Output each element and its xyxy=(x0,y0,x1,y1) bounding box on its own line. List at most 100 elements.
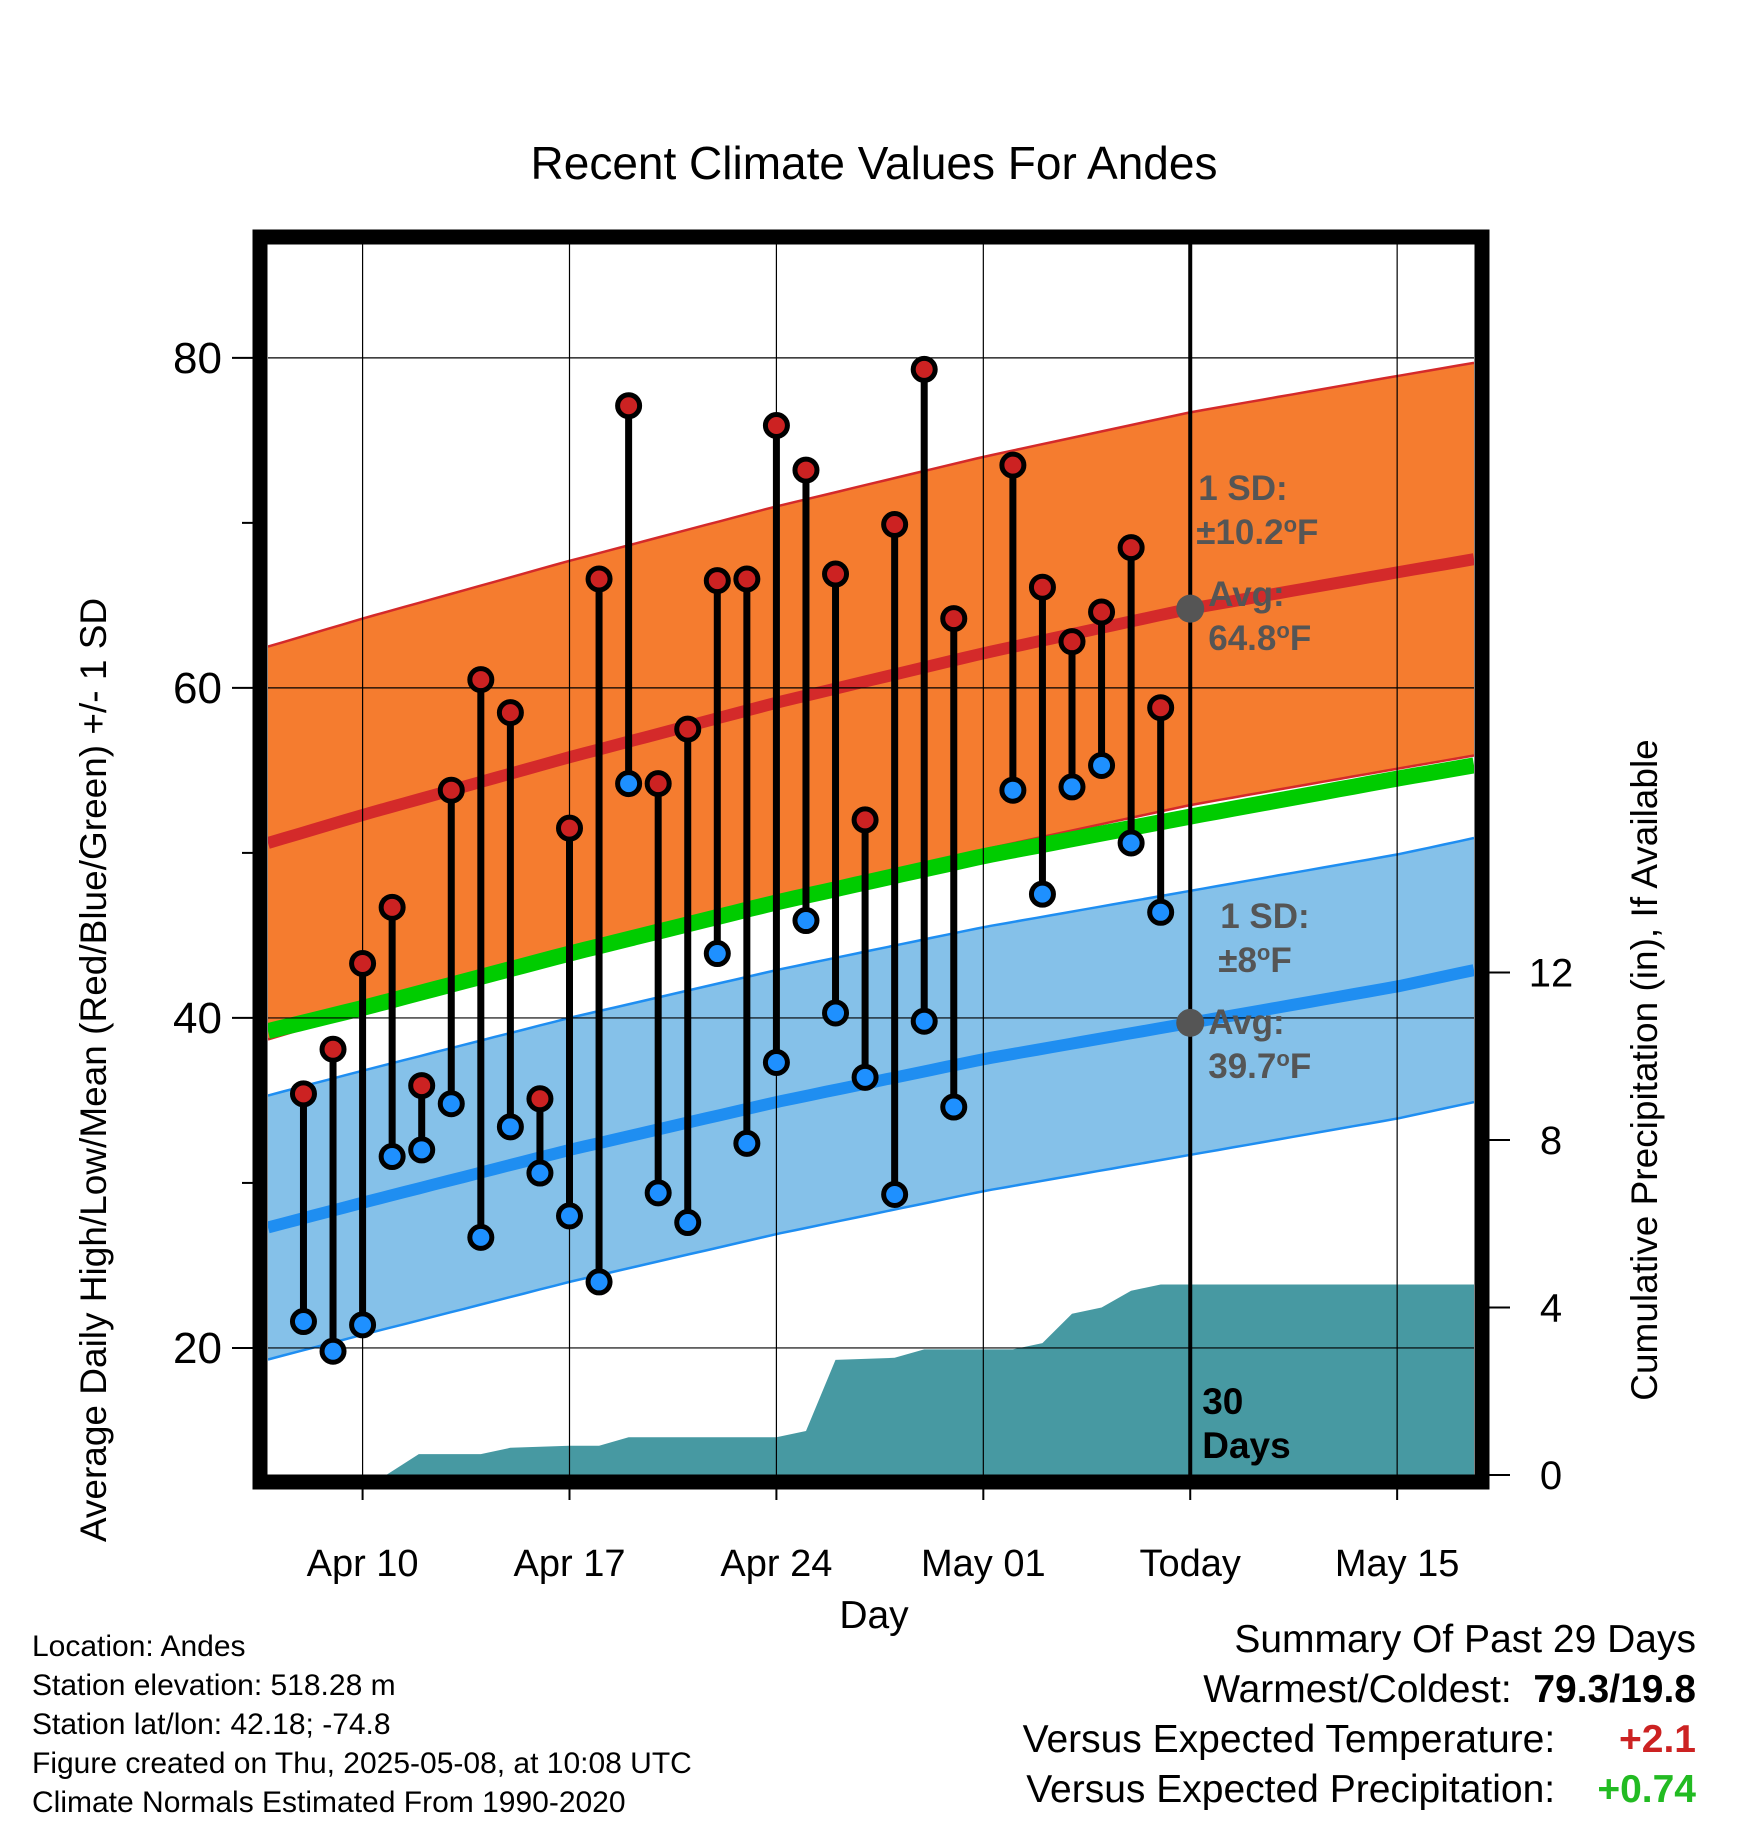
daily-low-point xyxy=(585,1268,613,1296)
daily-low-point xyxy=(999,776,1027,804)
high-sd-annotation: 1 SD: xyxy=(1198,469,1287,508)
daily-low-point xyxy=(1058,773,1086,801)
low-sd-annotation: 1 SD: xyxy=(1220,897,1309,936)
low-band-lower-edge xyxy=(268,1100,1474,1361)
high-avg-label: Avg: xyxy=(1208,575,1284,614)
daily-high-point xyxy=(703,567,731,595)
daily-low-point xyxy=(644,1179,672,1207)
daily-high-point xyxy=(585,565,613,593)
unit-f: F xyxy=(1290,1047,1311,1086)
x-axis-label: Day xyxy=(839,1594,909,1637)
daily-high-point xyxy=(496,699,524,727)
precip-value: +0.74 xyxy=(1597,1768,1696,1811)
warm-cold-label: Warmest/Coldest: xyxy=(1203,1668,1512,1711)
daily-high-point xyxy=(408,1072,436,1100)
low-band-upper-edge xyxy=(268,836,1474,1097)
daily-high-point xyxy=(556,814,583,842)
high-sd-value-annotation: ±10.2oF xyxy=(1196,512,1318,553)
low-sd-value-annotation: ±8oF xyxy=(1218,940,1292,981)
daily-high-point xyxy=(733,565,761,593)
daily-low-point xyxy=(881,1180,909,1208)
low-avg-value: 39.7 xyxy=(1208,1047,1276,1086)
daily-low-point xyxy=(615,770,643,798)
daily-high-point xyxy=(644,770,672,798)
daily-low-point xyxy=(556,1202,583,1230)
y-axis-label-right: Cumulative Precipitation (in), If Availa… xyxy=(1624,739,1665,1401)
summary-temp: Versus Expected Temperature: +2.1 xyxy=(1023,1715,1696,1765)
summary-precip: Versus Expected Precipitation: +0.74 xyxy=(1023,1765,1696,1815)
deg-symbol: o xyxy=(1257,940,1270,965)
x-tick-label: May 01 xyxy=(921,1543,1046,1585)
deg-symbol: o xyxy=(1276,1046,1289,1071)
daily-low-point xyxy=(792,907,820,935)
unit-f: F xyxy=(1290,619,1311,658)
y-left-tick-label: 20 xyxy=(173,1324,222,1373)
low-avg-value-annotation: 39.7oF xyxy=(1208,1046,1311,1087)
high-avg-value-annotation: 64.8oF xyxy=(1208,618,1311,659)
daily-high-point xyxy=(437,776,465,804)
high-sd-label: 1 SD: xyxy=(1198,469,1287,508)
y-right-tick-label: 0 xyxy=(1540,1454,1562,1498)
daily-low-point xyxy=(496,1113,524,1141)
daily-high-point xyxy=(526,1085,554,1113)
y-left-tick-label: 40 xyxy=(173,994,222,1043)
plot-frame xyxy=(252,229,1490,1490)
deg-symbol: o xyxy=(1284,512,1297,537)
high-avg-annotation: Avg: xyxy=(1208,575,1284,614)
daily-high-point xyxy=(822,560,850,588)
daily-low-point xyxy=(437,1090,465,1118)
station-info: Location: Andes Station elevation: 518.2… xyxy=(32,1627,692,1822)
deg-symbol: o xyxy=(1276,618,1289,643)
x-tick-label: Apr 17 xyxy=(514,1543,626,1585)
x-tick-label: May 15 xyxy=(1335,1543,1460,1585)
unit-f: F xyxy=(1270,941,1291,980)
normal-high-line xyxy=(268,553,1474,849)
daily-high-point xyxy=(762,412,790,440)
daily-low-point xyxy=(910,1007,938,1035)
x-tick-label: Apr 24 xyxy=(720,1543,832,1585)
plot-content xyxy=(268,244,1474,1475)
summary-heading: Summary Of Past 29 Days xyxy=(1234,1618,1696,1661)
normals-text: Climate Normals Estimated From 1990-2020 xyxy=(32,1786,626,1819)
high-avg-value: 64.8 xyxy=(1208,619,1276,658)
daily-high-point xyxy=(851,806,879,834)
elevation-text: Station elevation: 518.28 m xyxy=(32,1669,396,1702)
low-avg-annotation: Avg: xyxy=(1208,1003,1284,1042)
daily-high-point xyxy=(1058,628,1086,656)
daily-high-point xyxy=(378,893,406,921)
daily-high-point xyxy=(1117,534,1145,562)
daily-high-point xyxy=(349,949,377,977)
y-left-tick-label: 80 xyxy=(173,334,222,383)
daily-high-point xyxy=(467,666,495,694)
daily-low-point xyxy=(822,999,850,1027)
daily-low-point xyxy=(733,1129,761,1157)
daily-low-point xyxy=(1117,829,1145,857)
created-text: Figure created on Thu, 2025-05-08, at 10… xyxy=(32,1747,692,1780)
summary-panel: Summary Of Past 29 Days Warmest/Coldest:… xyxy=(1023,1615,1696,1815)
days-word-label: Days xyxy=(1202,1425,1290,1466)
summary-warm-cold: Warmest/Coldest: 79.3/19.8 xyxy=(1023,1665,1696,1715)
daily-high-point xyxy=(881,511,909,539)
daily-high-point xyxy=(1147,694,1175,722)
daily-high-point xyxy=(674,715,702,743)
daily-high-point xyxy=(999,451,1027,479)
high-band-upper-edge xyxy=(268,361,1474,648)
daily-low-point xyxy=(467,1223,495,1251)
daily-high-point xyxy=(1028,573,1056,601)
x-tick-label: Apr 10 xyxy=(307,1543,419,1585)
low-sd-label: 1 SD: xyxy=(1220,897,1309,936)
daily-high-point xyxy=(792,456,820,484)
low-avg-label: Avg: xyxy=(1208,1003,1284,1042)
daily-low-point xyxy=(408,1136,436,1164)
daily-low-point xyxy=(762,1048,790,1076)
x-tick-label: Today xyxy=(1140,1543,1241,1585)
today-low-avg-dot xyxy=(1176,1008,1205,1037)
daily-high-point xyxy=(940,605,968,633)
daily-low-point xyxy=(289,1308,317,1336)
high-sd-value: ±10.2 xyxy=(1196,513,1283,552)
daily-low-point xyxy=(1147,898,1175,926)
y-right-tick-label: 8 xyxy=(1540,1119,1562,1163)
daily-low-point xyxy=(674,1209,702,1237)
daily-high-point xyxy=(289,1080,317,1108)
